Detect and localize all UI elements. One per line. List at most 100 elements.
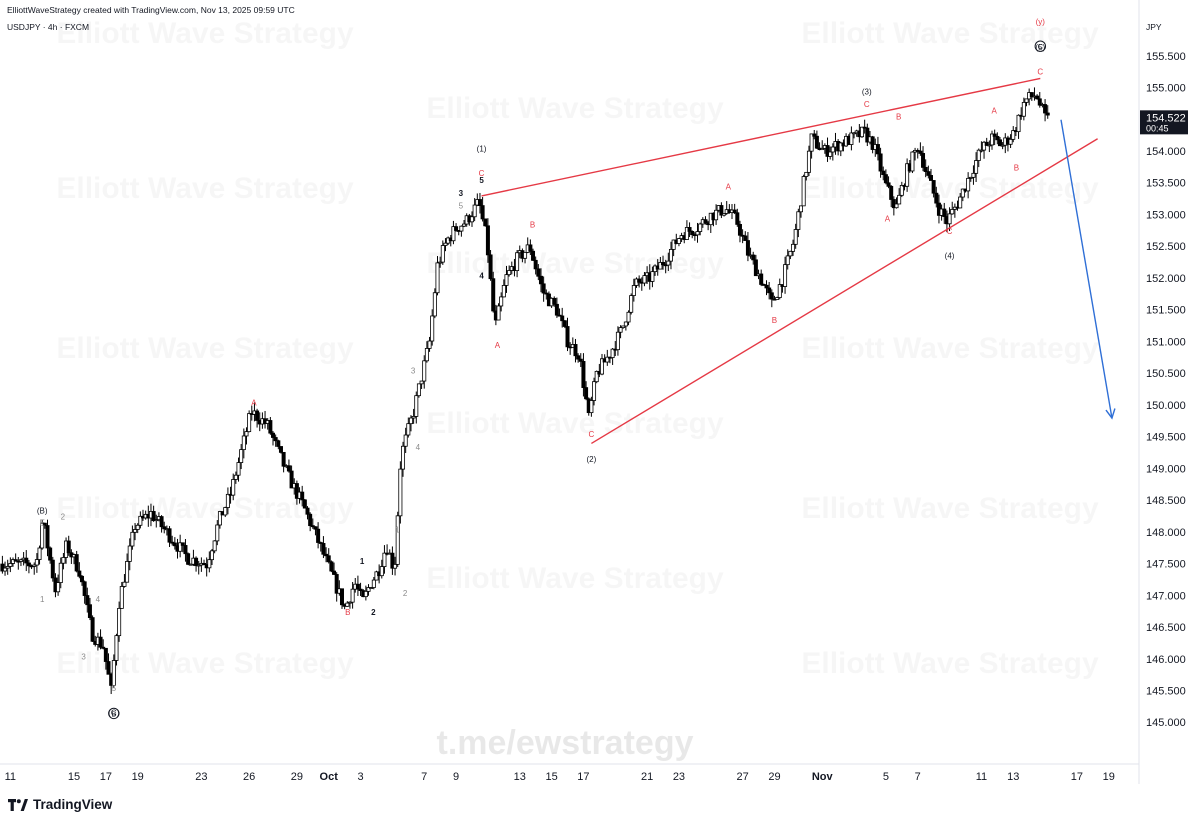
candle-bull xyxy=(459,225,464,232)
candle-bull xyxy=(122,581,127,587)
currency-label: JPY xyxy=(1146,22,1162,32)
candle-bear xyxy=(454,226,459,231)
wave-label: 2 xyxy=(403,589,408,598)
tradingview-brand[interactable]: TradingView xyxy=(8,797,112,812)
candle-bull xyxy=(610,348,615,358)
candle-bear xyxy=(278,446,283,453)
candle-bull xyxy=(618,327,623,333)
watermark-text: Elliott Wave Strategy xyxy=(426,92,724,125)
candle-bull xyxy=(976,149,981,161)
candle-bull xyxy=(897,194,902,205)
candle-bear xyxy=(477,199,482,206)
wave-label: (B) xyxy=(37,506,48,515)
candle-bull xyxy=(714,209,719,221)
watermark-text: Elliott Wave Strategy xyxy=(801,332,1099,365)
time-tick-label: 9 xyxy=(453,771,459,783)
candle-bull xyxy=(241,435,246,451)
candle-bear xyxy=(159,516,164,528)
candle-bull xyxy=(408,417,413,425)
candle-bull xyxy=(947,213,952,225)
candle-bull xyxy=(40,522,45,549)
candle-bull xyxy=(223,507,228,516)
candle-bear xyxy=(90,617,95,642)
wave-label-circled: B xyxy=(111,709,116,718)
symbol-title[interactable]: USDJPY · 4h · FXCM xyxy=(7,22,90,32)
candle-bull xyxy=(695,231,700,236)
candle-bear xyxy=(1035,95,1040,100)
candle-bear xyxy=(316,528,321,543)
candle-bear xyxy=(737,224,742,236)
candle-bull xyxy=(775,297,780,300)
candle-bull xyxy=(133,529,138,533)
candle-bull xyxy=(366,587,371,592)
candle-bear xyxy=(45,525,50,549)
candle-bull xyxy=(623,321,628,327)
wave-label: (4) xyxy=(945,252,955,261)
candle-bear xyxy=(167,528,172,543)
candle-bull xyxy=(215,524,220,542)
candle-bull xyxy=(424,348,429,362)
candle-bull xyxy=(154,519,159,522)
wave-label: 3 xyxy=(411,367,416,376)
candle-bear xyxy=(751,254,756,261)
candle-bear xyxy=(735,212,740,225)
price-tick-label: 150.000 xyxy=(1146,400,1186,412)
candle-bull xyxy=(974,160,979,174)
candle-bull xyxy=(403,434,408,447)
candle-bear xyxy=(286,465,291,472)
candle-bear xyxy=(889,185,894,200)
candle-bear xyxy=(562,320,567,327)
candle-bull xyxy=(416,383,421,397)
candle-bull xyxy=(668,249,673,262)
candle-bull xyxy=(958,196,963,209)
candle-bear xyxy=(300,491,305,501)
wave-label: 3 xyxy=(81,652,86,661)
candle-bear xyxy=(329,561,334,572)
candle-bull xyxy=(414,395,419,417)
candle-bear xyxy=(48,547,53,561)
attribution-text: ElliottWaveStrategy created with Trading… xyxy=(7,5,295,15)
wave-label: B xyxy=(345,608,350,617)
candle-bull xyxy=(239,449,244,463)
candle-bull xyxy=(589,400,594,414)
candle-bull xyxy=(828,151,833,157)
candle-bear xyxy=(98,636,103,648)
watermark-text: Elliott Wave Strategy xyxy=(426,407,724,440)
candle-bull xyxy=(111,660,116,686)
candle-bear xyxy=(637,278,642,283)
watermark-text: Elliott Wave Strategy xyxy=(801,647,1099,680)
wave-label: 5 xyxy=(112,684,117,693)
price-tick-label: 149.000 xyxy=(1146,463,1186,475)
time-tick-label: 11 xyxy=(5,771,16,783)
wave-label: (5) xyxy=(1035,43,1045,52)
price-axis[interactable]: JPY 145.000 145.500 146.000 146.500 147.000 14… xyxy=(1138,0,1188,784)
candle-bull xyxy=(178,542,183,552)
time-tick-label: 26 xyxy=(243,771,255,783)
wave-label: 4 xyxy=(479,271,484,280)
candle-bear xyxy=(576,355,581,360)
wave-label: 3 xyxy=(459,189,464,198)
price-tick-label: 148.500 xyxy=(1146,495,1186,507)
candle-bear xyxy=(1037,98,1042,106)
candle-bear xyxy=(923,166,928,172)
time-tick-label: Oct xyxy=(320,771,339,783)
candle-bear xyxy=(584,387,589,400)
candle-bear xyxy=(85,595,90,606)
wave-label: E xyxy=(40,518,45,527)
candle-bull xyxy=(982,141,987,151)
candle-bear xyxy=(271,432,276,438)
candle-bull xyxy=(971,172,976,178)
wave-label: C xyxy=(947,227,953,236)
candle-bear xyxy=(308,513,313,527)
wave-label: C xyxy=(588,430,594,439)
candle-bull xyxy=(899,185,904,196)
candle-bull xyxy=(960,188,965,198)
candle-bear xyxy=(690,230,695,236)
candle-bear xyxy=(578,358,583,362)
last-price-tag xyxy=(1140,110,1188,135)
candle-bull xyxy=(61,557,66,564)
candle-bear xyxy=(743,235,748,241)
wave-label-circle xyxy=(1034,40,1047,52)
time-axis[interactable]: 11 15 17 19 23 26 29 Oct 3 7 9 13 15 17 21 23 27 29 Nov 5 7 1… xyxy=(0,763,1139,783)
